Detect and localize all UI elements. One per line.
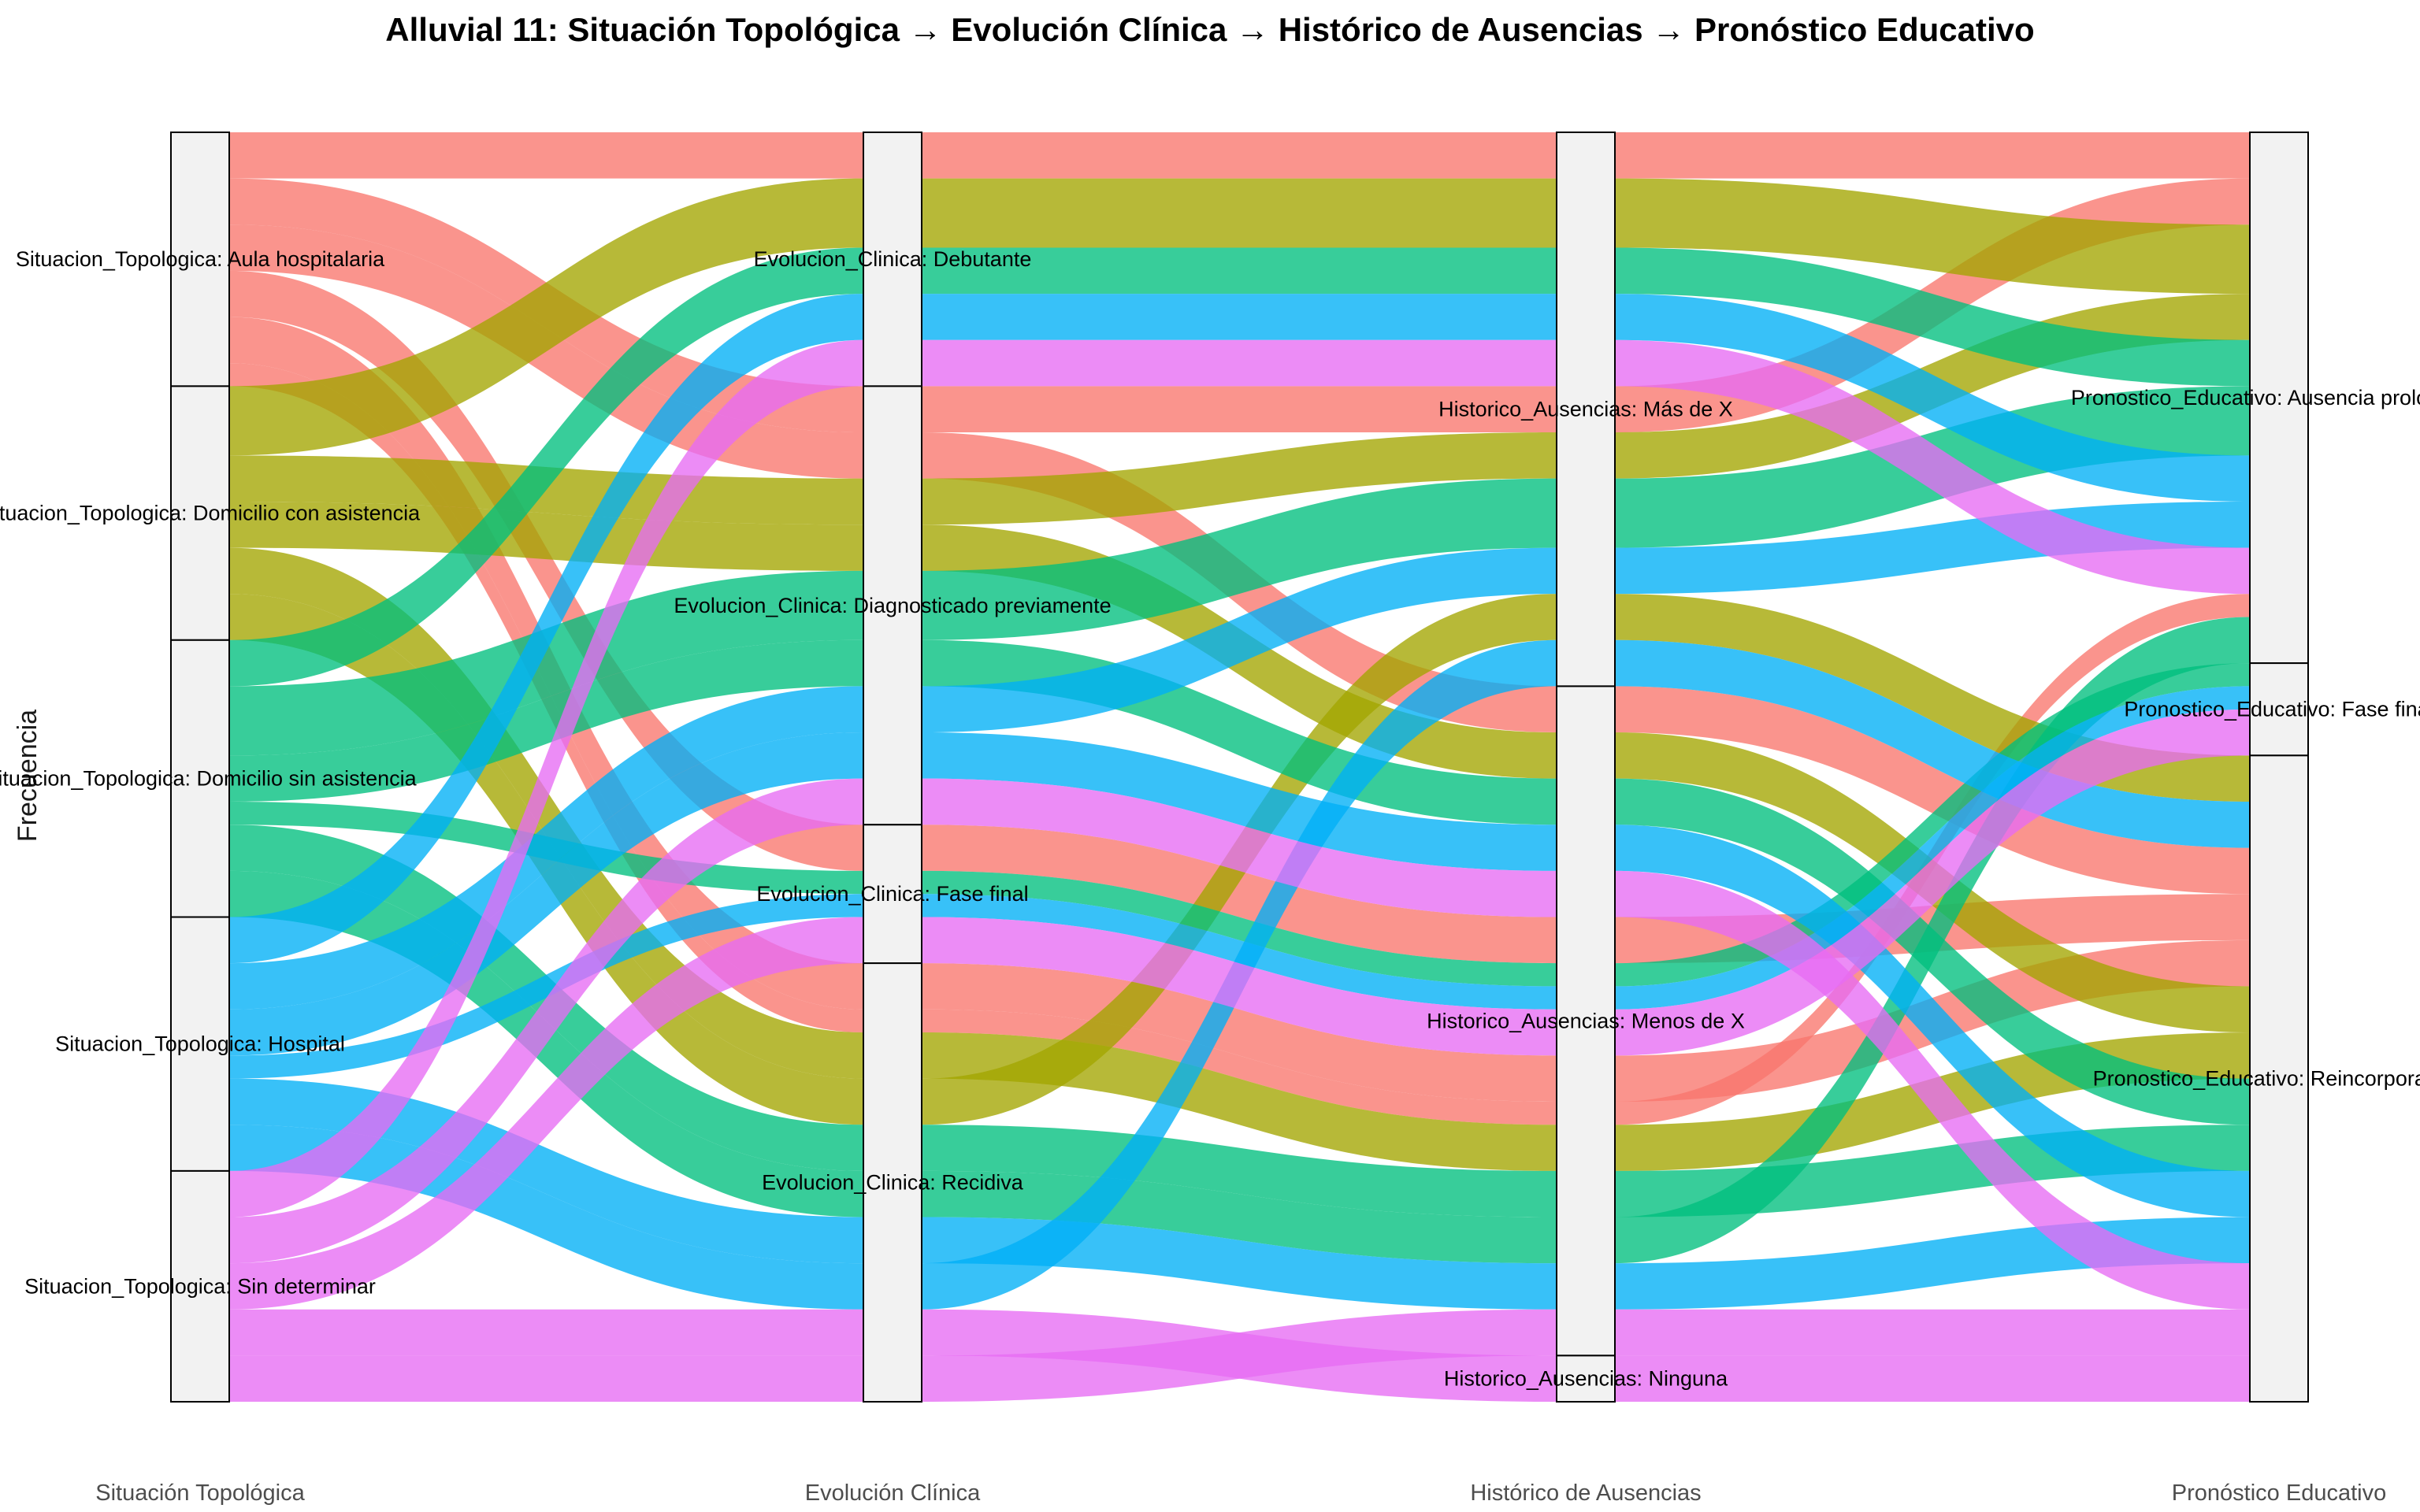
flow-26-segment-0 xyxy=(229,1309,863,1356)
flow-24-segment-0 xyxy=(229,778,863,1264)
flow-17-segment-1 xyxy=(922,294,1557,340)
stratum-label-0-1: Situacion_Topologica: Domicilio con asis… xyxy=(0,502,421,525)
flow-6-segment-2 xyxy=(1615,178,2250,295)
stratum-label-3-2: Pronostico_Educativo: Reincorporación xyxy=(2093,1067,2420,1091)
flow-15-segment-1 xyxy=(922,1125,1557,1217)
stratum-label-2-1: Historico_Ausencias: Menos de X xyxy=(1427,1009,1745,1032)
flow-6-segment-1 xyxy=(922,178,1557,248)
flow-18-segment-0 xyxy=(229,686,863,1010)
flow-27-segment-2 xyxy=(1615,1309,2250,1356)
flow-12-segment-1 xyxy=(922,478,1557,640)
flow-23-segment-1 xyxy=(922,339,1557,387)
stratum-labels-layer: Situacion_Topologica: Aula hospitalaria S… xyxy=(0,247,2420,1390)
stratum-2-0 xyxy=(1556,132,1616,687)
flow-8-segment-0 xyxy=(229,501,863,571)
flow-24-segment-1 xyxy=(922,778,1557,917)
stratum-0-0 xyxy=(170,132,230,387)
flow-17-segment-2 xyxy=(1615,294,2250,502)
flow-11-segment-1 xyxy=(922,247,1557,295)
flow-0-segment-0 xyxy=(229,132,863,179)
flow-16-segment-1 xyxy=(922,1170,1557,1264)
flow-23-segment-0 xyxy=(229,339,863,1217)
flow-25-segment-1 xyxy=(922,917,1557,1056)
x-axis-label-1: Evolución Clínica xyxy=(805,1480,981,1506)
flow-27-segment-1 xyxy=(922,1309,1557,1402)
flow-19-segment-1 xyxy=(922,732,1557,871)
stratum-label-1-1: Evolucion_Clinica: Diagnosticado previam… xyxy=(674,594,1111,617)
flow-26-segment-2 xyxy=(1615,1355,2250,1402)
stratum-label-3-0: Pronostico_Educativo: Ausencia prolongad… xyxy=(2071,386,2420,410)
flow-20-segment-0 xyxy=(229,894,863,1079)
stratum-1-0 xyxy=(863,132,922,387)
stratum-3-0 xyxy=(2249,132,2309,665)
stratum-0-4 xyxy=(170,1169,230,1403)
stratum-0-3 xyxy=(170,916,230,1172)
stratum-label-0-4: Situacion_Topologica: Sin determinar xyxy=(24,1274,376,1298)
flow-0-segment-2 xyxy=(1615,132,2250,179)
flow-3-segment-0 xyxy=(229,270,863,871)
flow-11-segment-0 xyxy=(229,247,863,687)
stratum-label-2-0: Historico_Ausencias: Más de X xyxy=(1438,398,1733,421)
stratum-label-1-2: Evolucion_Clinica: Fase final xyxy=(756,882,1028,906)
stratum-label-0-2: Situacion_Topologica: Domicilio sin asis… xyxy=(0,767,418,791)
stratum-label-0-3: Situacion_Topologica: Hospital xyxy=(55,1032,345,1056)
x-axis-label-0: Situación Topológica xyxy=(95,1480,305,1506)
flow-19-segment-0 xyxy=(229,732,863,1056)
flow-16-segment-2 xyxy=(1615,617,2250,1264)
flow-27-segment-0 xyxy=(229,1355,863,1402)
flow-4-segment-1 xyxy=(922,963,1557,1102)
flow-6-segment-0 xyxy=(229,178,863,456)
flow-18-segment-2 xyxy=(1615,501,2250,595)
flow-17-segment-0 xyxy=(229,294,863,964)
flow-11-segment-2 xyxy=(1615,247,2250,387)
flow-23-segment-2 xyxy=(1615,339,2250,595)
stratum-label-2-2: Historico_Ausencias: Ninguna xyxy=(1444,1367,1728,1391)
stratum-label-1-3: Evolucion_Clinica: Recidiva xyxy=(762,1171,1024,1195)
flow-3-segment-1 xyxy=(922,825,1557,964)
stratum-0-2 xyxy=(170,639,230,918)
flow-0-segment-1 xyxy=(922,132,1557,179)
stratum-label-0-0: Situacion_Topologica: Aula hospitalaria xyxy=(16,247,385,271)
flow-12-segment-0 xyxy=(229,570,863,756)
stratum-1-1 xyxy=(863,385,922,826)
flows-layer xyxy=(229,132,2250,1402)
flow-22-segment-2 xyxy=(1615,639,2250,848)
flow-14-segment-2 xyxy=(1615,663,2250,987)
y-axis-title: Frecuencia xyxy=(13,710,43,842)
flow-25-segment-2 xyxy=(1615,709,2250,1056)
chart-title: Alluvial 11: Situación Topológica → Evol… xyxy=(385,11,2034,48)
flow-1-segment-1 xyxy=(922,386,1557,433)
stratum-0-1 xyxy=(170,385,230,641)
flow-9-segment-0 xyxy=(229,547,863,1079)
flow-20-segment-2 xyxy=(1615,686,2250,1010)
stratum-1-2 xyxy=(863,824,922,965)
flow-2-segment-2 xyxy=(1615,686,2250,895)
flow-25-segment-0 xyxy=(229,917,863,1310)
flow-20-segment-1 xyxy=(922,894,1557,1010)
stratum-label-3-1: Pronostico_Educativo: Fase final xyxy=(2124,698,2420,721)
stratum-3-2 xyxy=(2249,754,2309,1403)
x-axis-label-3: Pronóstico Educativo xyxy=(2172,1480,2386,1506)
stratum-1-3 xyxy=(863,962,922,1403)
flow-13-segment-0 xyxy=(229,639,863,802)
stratum-label-1-0: Evolucion_Clinica: Debutante xyxy=(754,247,1032,271)
flow-7-segment-1 xyxy=(922,432,1557,525)
x-axis-labels: Situación Topológica Evolución Clínica His… xyxy=(95,1480,2386,1506)
flow-18-segment-1 xyxy=(922,547,1557,733)
flow-24-segment-2 xyxy=(1615,870,2250,1310)
x-axis-label-2: Histórico de Ausencias xyxy=(1470,1480,1701,1506)
flow-19-segment-2 xyxy=(1615,825,2250,1217)
flow-14-segment-1 xyxy=(922,870,1557,987)
strata-layer xyxy=(170,132,2309,1403)
stratum-2-2 xyxy=(1556,1354,1616,1403)
